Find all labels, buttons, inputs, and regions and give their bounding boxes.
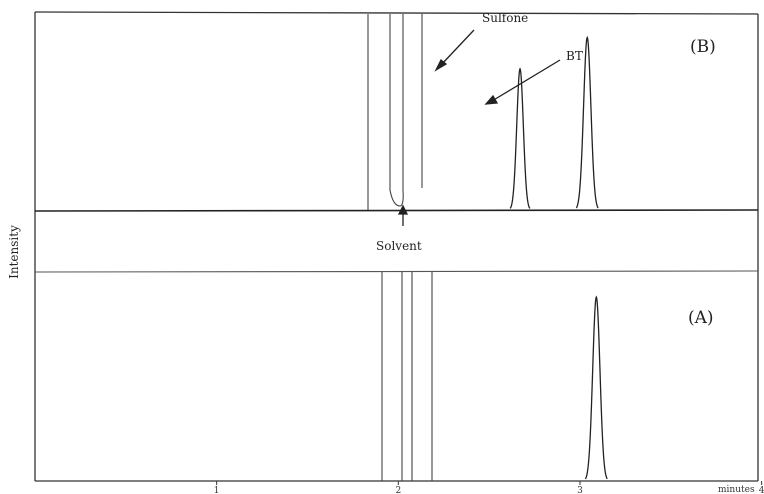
panel-label-a: (A) xyxy=(688,308,714,328)
annotation-arrows xyxy=(397,29,561,226)
x-tick-label: 3 xyxy=(577,486,583,494)
x-axis-label: minutes xyxy=(718,485,755,494)
top-border xyxy=(34,11,759,15)
solvent-arrowhead xyxy=(397,204,409,215)
annotation-bt: BT xyxy=(566,49,583,63)
solvent-front-a xyxy=(381,272,433,481)
x-tick-label: 4 xyxy=(759,486,764,494)
panel-b-baseline xyxy=(34,209,759,212)
y-axis-label: Intensity xyxy=(7,225,21,279)
panel-label-b: (B) xyxy=(690,37,716,57)
sulfone-arrow xyxy=(440,29,475,66)
annotation-sulfone: Sulfone xyxy=(482,11,528,25)
bt-arrowhead xyxy=(484,94,499,105)
annotation-solvent: Solvent xyxy=(376,239,422,253)
x-tick-label: 2 xyxy=(395,486,401,494)
solvent-front-b xyxy=(367,14,423,210)
bt-arrow xyxy=(491,59,561,102)
panel-b-peak xyxy=(575,35,599,209)
panel-a-top-line xyxy=(34,270,759,273)
panel-a-peak xyxy=(584,295,608,480)
sulfone-arrowhead xyxy=(434,58,448,72)
x-tick-label: 1 xyxy=(214,486,220,494)
panel-b-peak xyxy=(509,67,531,209)
x-ticks: 1 2 3 4 xyxy=(214,481,764,494)
